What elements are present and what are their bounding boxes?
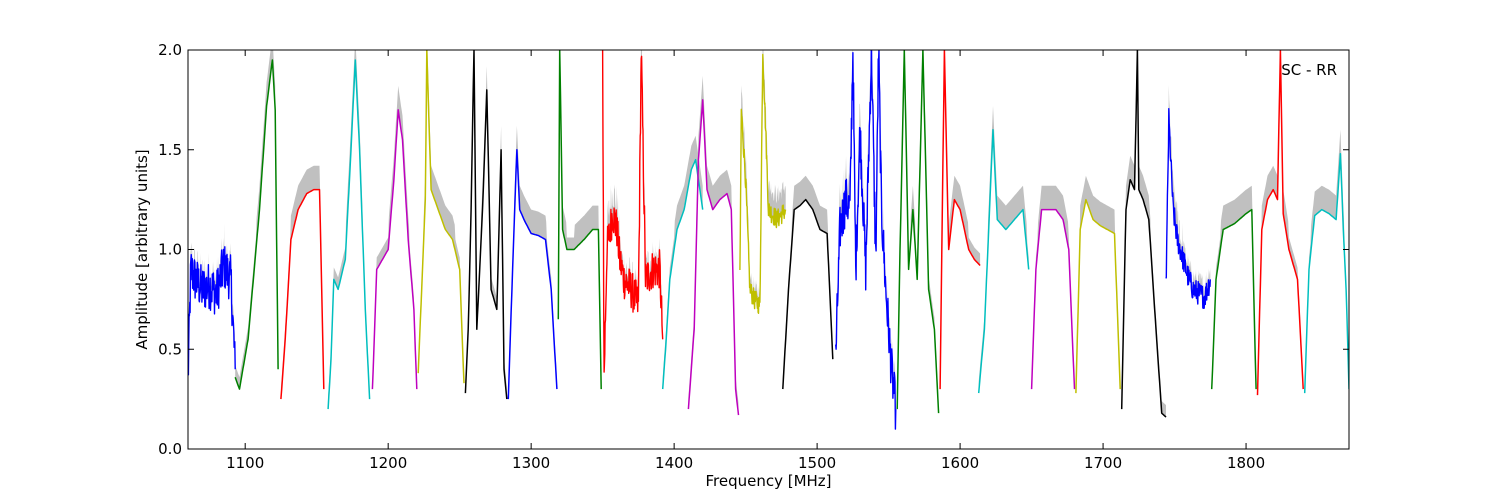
y-tick-label: 0.5 xyxy=(158,340,182,358)
y-tick-label: 2.0 xyxy=(158,41,182,59)
series-line-22 xyxy=(1165,107,1211,309)
series-line-13 xyxy=(739,53,787,314)
plot-frame xyxy=(187,49,1350,450)
series-line-16 xyxy=(896,50,940,414)
series-line-19 xyxy=(1030,208,1076,390)
x-axis-label: Frequency [MHz] xyxy=(705,472,831,490)
envelope-band-25 xyxy=(1304,129,1349,394)
envelope-band-4 xyxy=(328,50,370,410)
series-line-18 xyxy=(977,129,1030,394)
x-tick-label: 1600 xyxy=(941,454,979,472)
envelope-band-18 xyxy=(978,105,1029,394)
series-line-7 xyxy=(464,50,508,400)
series-line-14 xyxy=(782,198,834,390)
series-line-20 xyxy=(1075,198,1121,394)
x-tick-label: 1100 xyxy=(226,454,264,472)
envelope-band-2 xyxy=(235,50,279,390)
envelope-band-10 xyxy=(602,50,663,373)
x-tick-label: 1200 xyxy=(369,454,407,472)
envelope-band-19 xyxy=(1031,185,1075,390)
series-line-24 xyxy=(1256,50,1304,396)
series-line-8 xyxy=(507,149,558,400)
series-line-9 xyxy=(557,50,602,390)
series-line-3 xyxy=(280,188,325,400)
series-line-11 xyxy=(661,158,704,390)
envelope-band-17 xyxy=(940,50,981,390)
x-tick-label: 1800 xyxy=(1227,454,1265,472)
series-line-2 xyxy=(234,59,279,390)
envelope-band-3 xyxy=(280,165,324,400)
chart-annotation: SC - RR xyxy=(1281,61,1337,79)
series-line-10 xyxy=(601,50,664,373)
y-tick-label: 1.5 xyxy=(158,141,182,159)
series-line-1 xyxy=(188,246,236,376)
y-tick-label: 0.0 xyxy=(158,440,182,458)
envelope-band-21 xyxy=(1121,50,1166,418)
series-line-17 xyxy=(939,50,981,390)
series-line-21 xyxy=(1120,50,1167,418)
series-line-6 xyxy=(417,50,465,384)
series-line-25 xyxy=(1303,152,1349,394)
envelope-band-9 xyxy=(558,50,602,390)
series-group xyxy=(188,50,1349,430)
envelope-band-5 xyxy=(372,85,417,390)
y-axis-label: Amplitude [arbitrary units] xyxy=(133,149,151,349)
series-line-23 xyxy=(1210,208,1257,390)
y-axis: 0.0 0.5 1.0 1.5 2.0 xyxy=(158,41,1349,458)
x-tick-label: 1400 xyxy=(655,454,693,472)
x-axis: 1100 1200 1300 1400 1500 1600 1700 1800 xyxy=(226,50,1265,472)
y-tick-label: 1.0 xyxy=(158,241,182,259)
x-tick-label: 1500 xyxy=(798,454,836,472)
x-tick-label: 1700 xyxy=(1084,454,1122,472)
envelope-band-14 xyxy=(782,175,833,390)
series-line-5 xyxy=(371,109,418,390)
envelope-band-11 xyxy=(662,135,703,390)
envelope-band-8 xyxy=(508,125,557,400)
series-line-15 xyxy=(835,50,897,430)
series-line-4 xyxy=(327,59,371,410)
envelope-band-20 xyxy=(1075,175,1121,394)
envelope-band-23 xyxy=(1211,185,1257,390)
series-line-12 xyxy=(687,99,740,416)
x-tick-label: 1300 xyxy=(512,454,550,472)
